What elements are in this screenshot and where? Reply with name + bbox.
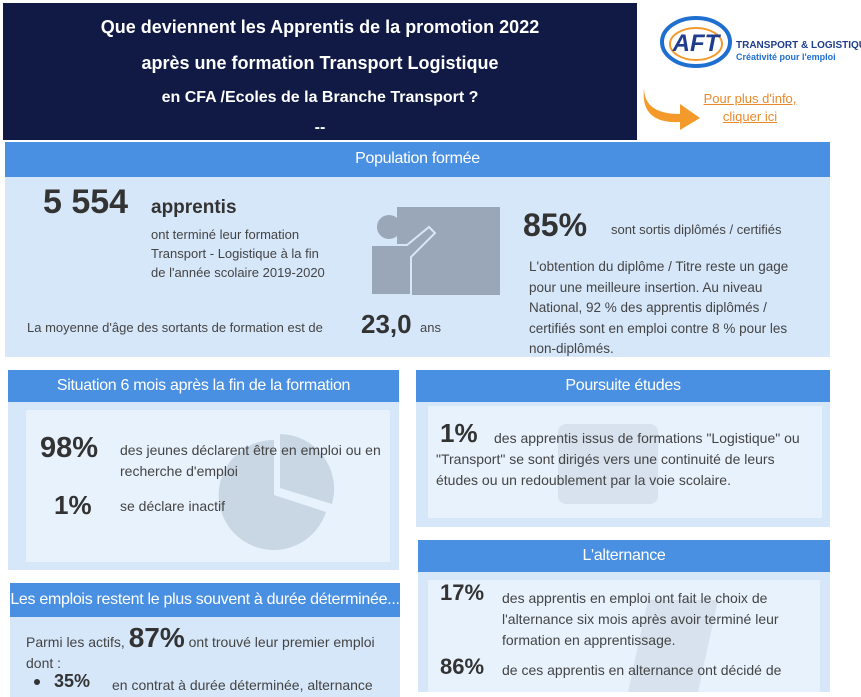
section-header: Situation 6 mois après la fin de la form… <box>8 370 399 402</box>
stat-text: se déclare inactif <box>120 498 226 514</box>
stat-text: des apprentis issus de formations "Logis… <box>436 430 800 488</box>
logo-brand: AFT <box>672 30 722 57</box>
jobs-intro: Parmi les actifs, 87% ont trouvé leur pr… <box>26 624 391 674</box>
population-panel: 5 554 apprentis ont terminé leur formati… <box>5 177 830 357</box>
age-text: La moyenne d'âge des sortants de formati… <box>27 320 323 335</box>
intro-text: Parmi les actifs, <box>26 634 125 650</box>
stat-value: 86% <box>440 654 485 679</box>
graduated-value: 85% <box>523 207 588 243</box>
section-header: Poursuite études <box>416 370 830 402</box>
logo: AFT TRANSPORT & LOGISTIQUE Créativité po… <box>660 14 861 74</box>
logo-tagline: TRANSPORT & LOGISTIQUE <box>736 40 861 51</box>
graduated-note: L'obtention du diplôme / Titre reste un … <box>529 259 789 356</box>
stat-value: 1% <box>440 418 478 448</box>
section-header: Population formée <box>5 142 830 177</box>
stat-text: des apprentis en emploi ont fait le choi… <box>502 590 779 648</box>
stat-value: 17% <box>440 580 485 605</box>
jobs-panel: Parmi les actifs, 87% ont trouvé leur pr… <box>10 617 400 697</box>
age-value: 23,0 <box>361 309 412 339</box>
stat-value: 98% <box>40 432 99 464</box>
title-line: -- <box>314 119 326 136</box>
stat-text: de ces apprentis en alternance ont décid… <box>502 662 782 678</box>
logo-tagline: Créativité pour l'emploi <box>736 52 836 62</box>
alternance-inner: 17% des apprentis en emploi ont fait le … <box>428 580 820 692</box>
stat-text: des jeunes déclarent être en emploi ou e… <box>120 442 381 479</box>
teacher-icon <box>370 207 500 296</box>
section-header: L'alternance <box>418 540 830 572</box>
studies-inner: 1% des apprentis issus de formations "Lo… <box>428 406 822 518</box>
text-line: de l'année scolaire 2019-2020 <box>151 265 325 280</box>
age-unit: ans <box>420 320 441 335</box>
studies-panel: 1% des apprentis issus de formations "Lo… <box>416 402 830 527</box>
pie-icon <box>218 434 334 550</box>
count-text: ont terminé leur formation Transport - L… <box>151 225 325 282</box>
count-unit: apprentis <box>151 197 237 218</box>
document-icon <box>628 600 718 692</box>
section-header: Les emplois restent le plus souvent à du… <box>10 583 400 617</box>
title-line: après une formation Transport Logistique <box>141 53 499 73</box>
link-line[interactable]: Pour plus d'info, <box>703 91 797 106</box>
title-banner: Que deviennent les Apprentis de la promo… <box>3 3 637 140</box>
arrow-icon <box>643 88 700 130</box>
info-link[interactable]: Pour plus d'info, cliquer ici <box>690 90 810 126</box>
book-icon <box>558 424 658 504</box>
stat-value: 1% <box>54 490 92 520</box>
count-value: 5 554 <box>43 183 129 221</box>
situation-inner: 98% des jeunes déclarent être en emploi … <box>26 410 390 562</box>
graduated-text: sont sortis diplômés / certifiés <box>611 222 782 237</box>
alternance-panel: 17% des apprentis en emploi ont fait le … <box>418 572 830 692</box>
bullet <box>34 679 40 685</box>
page: Que deviennent les Apprentis de la promo… <box>3 3 861 697</box>
text-line: ont terminé leur formation <box>151 227 300 242</box>
logo-mark: AFT <box>660 16 732 68</box>
intro-value: 87% <box>128 622 185 653</box>
link-line[interactable]: cliquer ici <box>722 109 778 124</box>
title-line: Que deviennent les Apprentis de la promo… <box>100 17 540 37</box>
intro-text: ont trouvé leur premier emploi dont : <box>26 634 375 671</box>
title-line: en CFA /Ecoles de la Branche Transport ? <box>161 89 479 106</box>
situation-panel: 98% des jeunes déclarent être en emploi … <box>8 402 399 570</box>
stat-text: en contrat à durée déterminée, alternanc… <box>112 677 373 693</box>
text-line: Transport - Logistique à la fin <box>151 246 319 261</box>
